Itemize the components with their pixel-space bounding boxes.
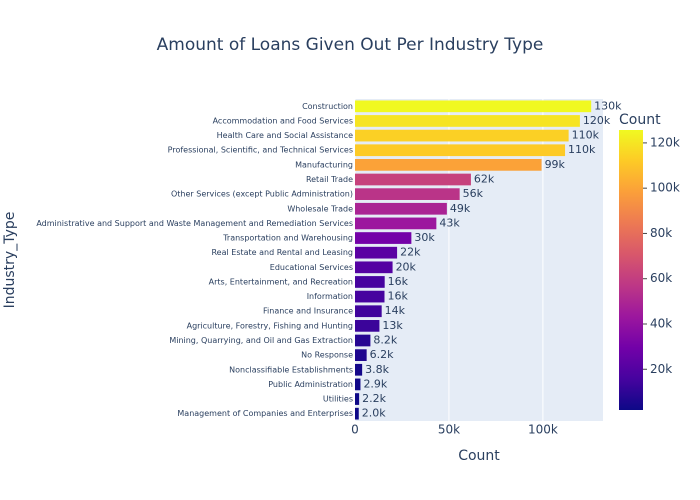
bar <box>355 276 385 288</box>
value-label: 43k <box>439 216 460 229</box>
colorbar-tick-label: 20k <box>650 362 672 376</box>
value-label: 2.0k <box>362 407 386 420</box>
bar <box>355 100 592 113</box>
y-tick-label: Construction <box>302 102 353 111</box>
x-tick-label: 0 <box>351 423 359 437</box>
y-tick-label: Mining, Quarrying, and Oil and Gas Extra… <box>169 336 353 345</box>
bar <box>355 246 398 259</box>
value-label: 8.2k <box>373 334 397 347</box>
y-tick-label: Management of Companies and Enterprises <box>177 409 353 418</box>
value-label: 2.9k <box>363 377 387 390</box>
bar <box>355 320 380 332</box>
value-label: 130k <box>594 99 622 112</box>
y-tick-label: Other Services (except Public Administra… <box>171 190 353 199</box>
bar <box>355 173 471 186</box>
bar <box>355 363 363 376</box>
bar <box>355 232 412 244</box>
y-tick-label: Wholesale Trade <box>287 204 353 213</box>
value-label: 22k <box>400 246 421 259</box>
value-label: 120k <box>583 114 611 127</box>
x-axis-title: Count <box>458 448 500 464</box>
value-label: 110k <box>572 129 600 142</box>
chart-title: Amount of Loans Given Out Per Industry T… <box>157 35 544 55</box>
colorbar-tick-label: 40k <box>650 316 672 330</box>
value-label: 14k <box>385 304 406 317</box>
y-tick-label: Finance and Insurance <box>263 307 353 316</box>
value-label: 13k <box>382 319 403 332</box>
bar <box>355 305 382 318</box>
y-axis-title: Industry_Type <box>2 212 18 309</box>
value-label: 62k <box>474 173 495 186</box>
bar <box>355 217 437 230</box>
bar <box>355 261 393 274</box>
y-tick-label: Transportation and Warehousing <box>222 234 353 243</box>
value-label: 3.8k <box>365 363 389 376</box>
value-label: 99k <box>545 158 566 171</box>
value-label: 16k <box>387 290 408 303</box>
y-tick-label: Professional, Scientific, and Technical … <box>168 146 353 155</box>
y-tick-label: Agriculture, Forestry, Fishing and Hunti… <box>187 321 353 330</box>
y-tick-label: Information <box>307 292 353 301</box>
value-label: 16k <box>388 275 409 288</box>
bar <box>355 159 542 171</box>
bar <box>355 290 385 303</box>
y-tick-label: Nonclassifiable Establishments <box>229 365 353 374</box>
value-label: 6.2k <box>370 348 394 361</box>
colorbar <box>619 130 643 410</box>
bar <box>355 334 371 347</box>
value-label: 30k <box>414 231 435 244</box>
value-label: 2.2k <box>362 392 386 405</box>
colorbar-tick-label: 120k <box>650 135 680 149</box>
x-tick-label: 100k <box>528 423 558 437</box>
bar <box>355 188 460 200</box>
bar <box>355 129 569 142</box>
y-tick-label: Public Administration <box>268 380 353 389</box>
colorbar-title: Count <box>619 112 661 128</box>
y-tick-label: Retail Trade <box>306 175 353 184</box>
y-tick-label: Health Care and Social Assistance <box>217 131 353 140</box>
bar <box>355 144 566 157</box>
value-label: 110k <box>568 143 596 156</box>
y-tick-label: Real Estate and Rental and Leasing <box>211 248 353 257</box>
value-label: 20k <box>396 260 417 273</box>
bar <box>355 407 359 420</box>
y-tick-label: Utilities <box>323 395 353 404</box>
y-tick-label: Arts, Entertainment, and Recreation <box>209 277 353 286</box>
y-tick-label: Educational Services <box>270 263 353 272</box>
bar <box>355 378 361 391</box>
y-tick-label: Accommodation and Food Services <box>213 116 353 125</box>
y-tick-label: Manufacturing <box>295 160 353 169</box>
x-tick-label: 50k <box>438 423 460 437</box>
bar <box>355 202 447 215</box>
bar <box>355 393 360 405</box>
y-tick-label: No Response <box>301 351 353 360</box>
colorbar-tick-label: 80k <box>650 226 672 240</box>
value-label: 56k <box>463 187 484 200</box>
value-label: 49k <box>450 202 471 215</box>
colorbar-tick-label: 60k <box>650 271 672 285</box>
bar <box>355 349 367 361</box>
y-tick-label: Administrative and Support and Waste Man… <box>36 219 353 228</box>
bar <box>355 115 580 127</box>
colorbar-tick-label: 100k <box>650 181 680 195</box>
